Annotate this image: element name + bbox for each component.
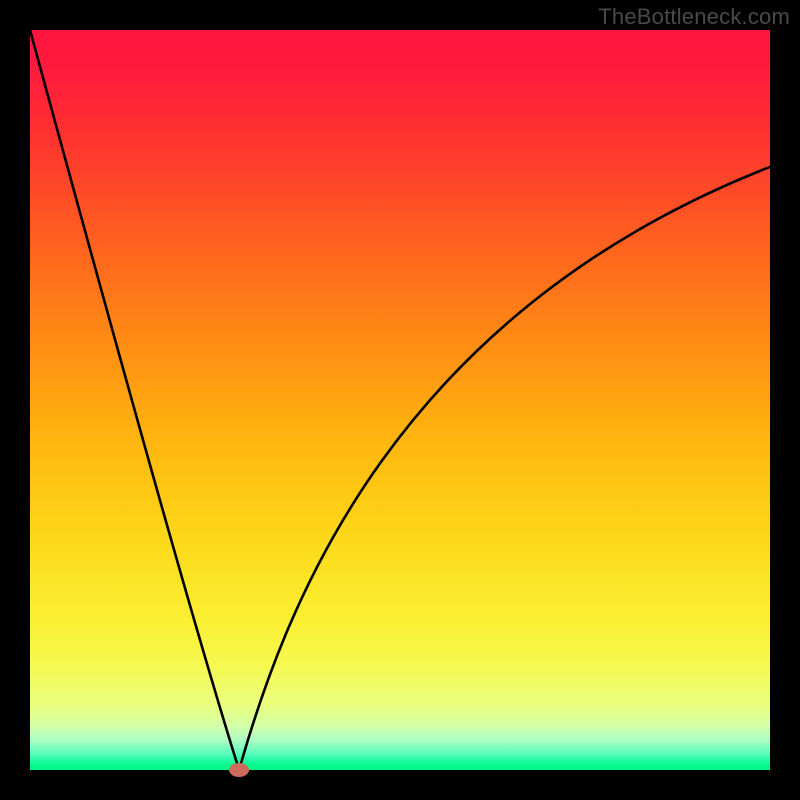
optimal-point-marker: [229, 763, 249, 777]
chart-frame: TheBottleneck.com: [0, 0, 800, 800]
bottleneck-chart: [0, 0, 800, 800]
watermark-text: TheBottleneck.com: [598, 4, 790, 30]
chart-plot-area: [30, 30, 770, 770]
